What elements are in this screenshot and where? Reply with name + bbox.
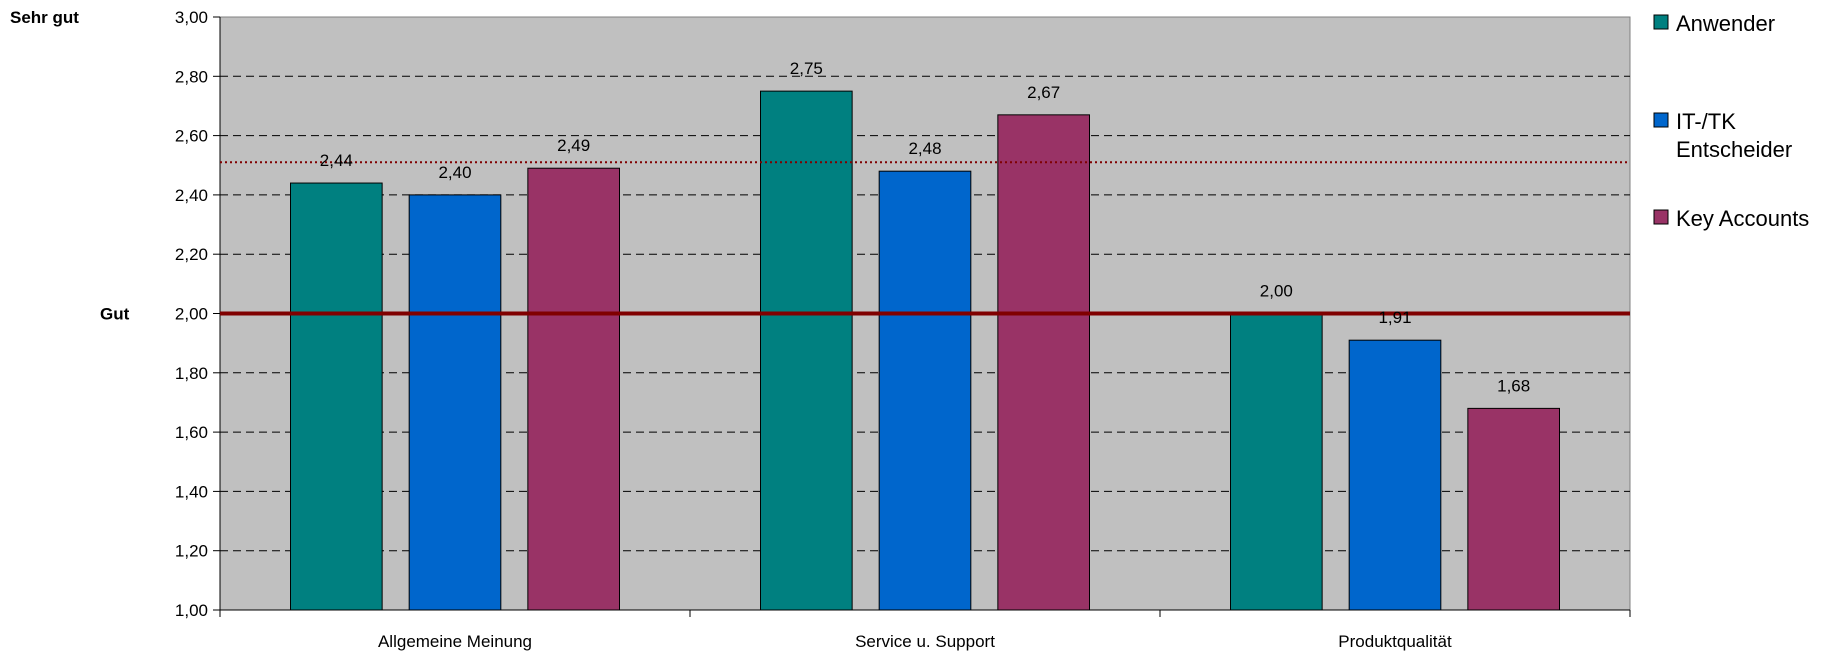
y-tick-label: 1,40 xyxy=(175,482,208,501)
bar xyxy=(997,114,1090,611)
bar xyxy=(878,170,972,611)
side-label: Gut xyxy=(100,305,130,324)
y-tick-label: 2,40 xyxy=(175,186,208,205)
y-tick-label: 3,00 xyxy=(175,8,208,27)
legend-entry-line: Entscheider xyxy=(1676,137,1792,162)
bar xyxy=(1230,313,1323,611)
data-label: 2,40 xyxy=(438,163,471,182)
bar xyxy=(1348,339,1442,611)
bar xyxy=(1467,407,1560,611)
y-tick-label: 2,20 xyxy=(175,245,208,264)
y-tick-label: 1,60 xyxy=(175,423,208,442)
x-category-label: Produktqualität xyxy=(1338,632,1452,651)
legend: Anwender IT-/TK Entscheider Key Accounts xyxy=(1653,11,1809,231)
legend-entry: Key Accounts xyxy=(1676,206,1809,231)
data-label: 2,75 xyxy=(790,59,823,78)
bar xyxy=(290,182,383,611)
legend-swatch xyxy=(1653,209,1669,225)
y-tick-label: 1,80 xyxy=(175,364,208,383)
side-labels: Sehr gut Gut xyxy=(10,8,130,324)
data-label: 2,48 xyxy=(908,139,941,158)
legend-entry-line: Key Accounts xyxy=(1676,206,1809,231)
y-tick-label: 1,00 xyxy=(175,601,208,620)
legend-swatch xyxy=(1653,14,1669,30)
y-tick-label: 2,00 xyxy=(175,305,208,324)
data-labels: 2,44 2,40 2,49 2,75 2,48 2,67 2,00 1,91 1,68 xyxy=(320,59,1530,395)
bar xyxy=(527,167,620,611)
x-category-label: Service u. Support xyxy=(855,632,995,651)
data-label: 1,68 xyxy=(1497,376,1530,395)
legend-entry: Anwender xyxy=(1676,11,1775,36)
data-label: 2,49 xyxy=(557,136,590,155)
side-label: Sehr gut xyxy=(10,8,79,27)
data-label: 2,00 xyxy=(1260,282,1293,301)
data-label: 2,67 xyxy=(1027,83,1060,102)
y-tick-label: 1,20 xyxy=(175,542,208,561)
bar xyxy=(408,194,502,611)
bars xyxy=(290,90,1560,611)
y-tick-label: 2,60 xyxy=(175,127,208,146)
data-label: 2,44 xyxy=(320,151,353,170)
y-tick-label: 2,80 xyxy=(175,67,208,86)
legend-swatch xyxy=(1653,112,1669,128)
legend-entry-line: Anwender xyxy=(1676,11,1775,36)
data-label: 1,91 xyxy=(1378,308,1411,327)
reference-lines xyxy=(220,161,1630,316)
bar xyxy=(760,90,853,611)
legend-entry-line: IT-/TK xyxy=(1676,109,1736,134)
legend-entry: IT-/TK Entscheider xyxy=(1676,109,1792,162)
x-category-label: Allgemeine Meinung xyxy=(378,632,532,651)
